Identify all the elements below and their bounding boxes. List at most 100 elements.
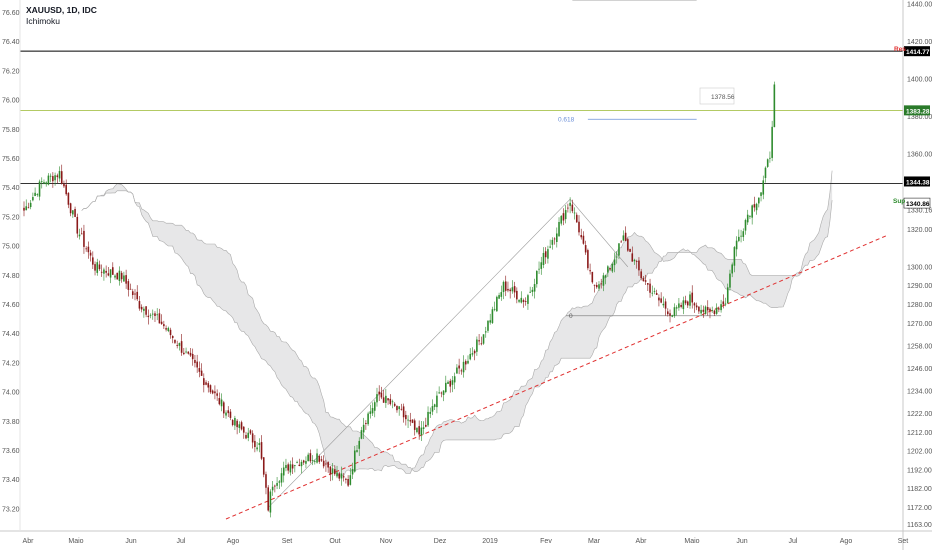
candle-body	[311, 460, 314, 462]
candle-body	[611, 263, 614, 272]
candle-body	[433, 404, 436, 407]
candle-body	[69, 203, 72, 214]
candle-body	[458, 365, 460, 369]
candle-body	[571, 204, 574, 212]
candle-body	[278, 481, 281, 483]
right-tick-label: 1330.16	[907, 208, 932, 215]
candle-body	[633, 259, 636, 262]
fib-ratio-label: 0.618	[558, 117, 575, 124]
candle-body	[640, 271, 642, 279]
candle-body	[396, 405, 398, 411]
candle-body	[671, 315, 674, 317]
candle-body	[209, 385, 212, 393]
trendline-drawing	[225, 234, 889, 520]
candle-body	[660, 298, 662, 303]
candle-body	[43, 182, 45, 184]
indicator-label[interactable]: Ichimoku	[26, 16, 61, 26]
candle-body	[569, 202, 571, 206]
candle-body	[680, 304, 682, 307]
candle-body	[695, 305, 698, 308]
candle-body	[358, 440, 361, 449]
left-tick-label: 75.60	[2, 156, 20, 163]
candle-body	[262, 457, 265, 475]
candle-body	[405, 414, 407, 420]
candle-body	[504, 281, 507, 291]
left-tick-label: 76.60	[2, 10, 20, 17]
candle-body	[431, 406, 434, 412]
candle-body	[109, 269, 112, 278]
left-tick-label: 75.80	[2, 127, 20, 134]
candle-body	[669, 313, 671, 316]
candle-body	[36, 194, 39, 195]
candle-body	[713, 310, 716, 314]
candle-body	[498, 295, 500, 299]
candle-body	[67, 192, 70, 205]
candle-body	[314, 461, 316, 463]
candle-body	[220, 399, 223, 407]
candle-body	[183, 352, 185, 355]
candle-body	[638, 260, 640, 271]
candle-body	[29, 202, 32, 208]
candle-body	[655, 293, 658, 295]
price-tag-box	[903, 197, 931, 209]
candle-body	[80, 233, 83, 235]
candle-body	[76, 216, 79, 234]
right-tick-label: 1440.00	[907, 1, 932, 8]
candle-body	[387, 398, 389, 401]
candle-body	[647, 283, 649, 285]
candlestick-series	[23, 81, 776, 518]
senkou-span-b	[81, 190, 833, 472]
candle-body	[400, 408, 403, 410]
candle-body	[165, 328, 167, 330]
candle-body	[223, 402, 225, 414]
candle-body	[700, 309, 702, 314]
candle-body	[531, 289, 534, 292]
candle-body	[447, 381, 449, 385]
candle-body	[256, 447, 258, 450]
candle-body	[720, 304, 722, 311]
candle-body	[74, 208, 76, 217]
fib-leg-down	[569, 199, 629, 268]
candle-body	[238, 424, 241, 428]
candle-body	[524, 301, 527, 302]
candle-body	[198, 368, 201, 372]
x-tick-label: Mar	[588, 538, 601, 545]
candle-body	[151, 313, 154, 315]
candle-body	[353, 450, 356, 472]
candle-body	[331, 468, 334, 474]
candle-body	[567, 207, 569, 209]
symbol-title[interactable]: XAUUSD, 1D, IDC	[26, 5, 97, 15]
candle-body	[196, 361, 198, 368]
candle-body	[189, 352, 192, 356]
candle-body	[482, 334, 485, 344]
right-tick-label: 1360.00	[907, 152, 932, 159]
candle-body	[65, 184, 67, 195]
x-tick-label: Out	[329, 538, 340, 545]
candle-body	[771, 126, 773, 158]
ichimoku-cloud	[81, 170, 833, 478]
candle-body	[773, 84, 776, 128]
candle-body	[211, 390, 214, 394]
candle-body	[675, 307, 678, 309]
candle-body	[702, 309, 705, 312]
candle-body	[758, 197, 760, 204]
candle-body	[276, 483, 278, 486]
candle-body	[342, 476, 345, 478]
candle-body	[551, 239, 554, 245]
candle-body	[429, 411, 432, 414]
candle-body	[540, 262, 543, 269]
candle-body	[200, 370, 203, 376]
right-tick-label: 1280.00	[907, 302, 932, 309]
candle-body	[349, 475, 352, 485]
candle-body	[309, 453, 312, 462]
x-tick-label: Maio	[68, 538, 83, 545]
x-tick-label: Dez	[434, 538, 447, 545]
candle-body	[371, 408, 374, 414]
candle-body	[291, 464, 294, 469]
candle-body	[63, 183, 65, 187]
candle-body	[178, 343, 181, 346]
candle-body	[285, 465, 287, 469]
candle-body	[420, 427, 423, 436]
